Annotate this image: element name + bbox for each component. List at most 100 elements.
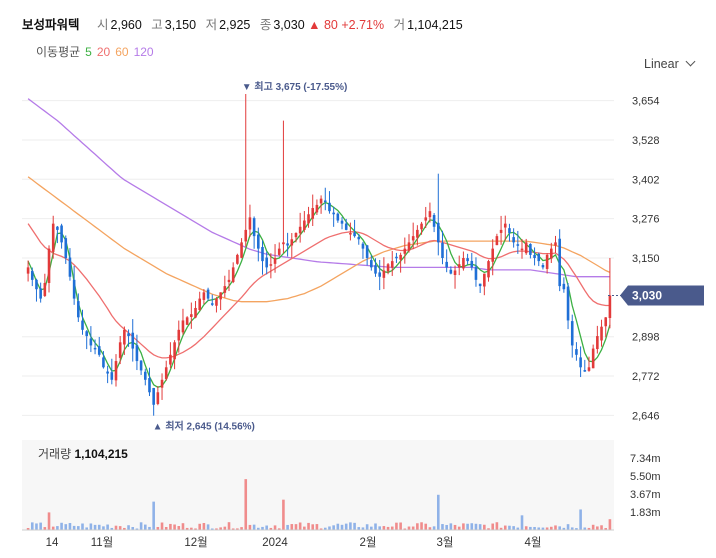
volume-bar — [47, 512, 51, 530]
candle-body — [139, 360, 143, 371]
volume-bar — [416, 523, 419, 530]
volume-bar — [143, 524, 147, 530]
volume-bar — [131, 527, 135, 530]
candle-body — [244, 229, 248, 242]
candle-body — [470, 260, 474, 268]
volume-bar — [411, 526, 415, 530]
candle-body — [403, 248, 407, 254]
candle-body — [315, 204, 319, 213]
candles — [26, 94, 612, 416]
volume-bar — [185, 527, 189, 530]
candle-body — [240, 242, 243, 258]
volume-bar — [550, 526, 553, 530]
volume-bar — [508, 525, 511, 530]
volume-bar — [395, 522, 398, 530]
candle-body — [269, 264, 273, 266]
y-tick-label: 2,898 — [632, 332, 660, 344]
candle-body — [64, 238, 68, 258]
candle-body — [491, 248, 495, 262]
volume-bar — [554, 525, 557, 530]
candle-body — [508, 228, 511, 234]
candle-body — [143, 371, 147, 380]
ma5-line — [27, 201, 611, 389]
volume-bar — [294, 524, 298, 530]
low-label: 저 — [205, 18, 218, 32]
candle-body — [503, 223, 507, 228]
volume-bar — [252, 524, 256, 530]
volume-bar — [374, 523, 377, 530]
volume-bar — [566, 524, 570, 530]
volume-bar — [596, 526, 599, 530]
volume-bar — [123, 527, 126, 530]
candle-body — [516, 244, 520, 246]
candle-body — [449, 269, 453, 274]
candle-body — [290, 239, 294, 246]
volume-bar — [608, 519, 612, 530]
high-label: 고 — [151, 18, 163, 32]
volume-bar — [215, 528, 218, 530]
candle-body — [512, 237, 515, 243]
volume-bar — [420, 522, 423, 530]
volume-bar — [382, 526, 386, 530]
y-tick-label: 3,402 — [632, 174, 660, 186]
volume-bar — [26, 528, 30, 530]
candle-body — [277, 248, 281, 255]
volume-bar — [579, 509, 582, 530]
candle-body — [323, 200, 327, 202]
volume-bar — [336, 523, 340, 530]
candle-body — [319, 198, 323, 204]
ma-legend-label: 이동평균 — [36, 45, 81, 59]
close-label: 종 — [259, 18, 272, 32]
candle-body — [600, 326, 603, 341]
volume-bar — [600, 525, 603, 530]
volume-bar — [349, 522, 352, 530]
volume-bar — [407, 526, 411, 530]
volume-bar — [286, 524, 289, 530]
ma-legend-60: 60 — [115, 45, 129, 59]
candle-body — [185, 317, 189, 325]
close-value: 3,030 — [273, 18, 305, 32]
volume-bar — [478, 524, 482, 530]
volume-bar — [453, 524, 457, 530]
candle-body — [550, 248, 553, 259]
candle-body — [206, 289, 210, 299]
volume-bar — [340, 524, 344, 530]
candle-body — [72, 279, 76, 299]
candle-body — [127, 333, 130, 337]
candle-body — [26, 267, 30, 274]
candle-body — [483, 273, 486, 287]
y-tick-label: 3,528 — [632, 135, 660, 147]
volume-bar — [85, 527, 88, 530]
candle-body — [524, 242, 528, 254]
candle-body — [81, 320, 84, 330]
volume-panel-bg — [22, 440, 614, 530]
volume-panel-value: 1,104,215 — [74, 447, 128, 461]
candle-body — [110, 372, 114, 380]
volume-bar — [303, 526, 306, 530]
volume-bar — [604, 528, 608, 530]
volume-bar — [152, 501, 155, 530]
candle-body — [102, 357, 105, 368]
candle-body — [365, 245, 369, 258]
volume-bar — [97, 524, 101, 530]
candle-body — [428, 211, 432, 218]
x-tick-label: 2024 — [262, 537, 288, 549]
ma-legend: 이동평균 5 20 60 120 — [36, 43, 159, 60]
candle-body — [332, 212, 335, 215]
volume-bar — [558, 526, 561, 530]
min-annotation: ▲ 최저 2,645 (14.56%) — [153, 420, 255, 433]
candle-body — [194, 307, 197, 318]
scale-selector[interactable]: Linear — [644, 56, 696, 71]
volume-bar — [466, 523, 469, 530]
candle-body — [445, 261, 448, 268]
volume-bar — [160, 522, 164, 530]
volume-bar — [35, 523, 38, 530]
candle-body — [432, 215, 436, 227]
volume-bar — [257, 527, 260, 530]
candle-body — [298, 226, 302, 234]
candle-body — [77, 301, 80, 318]
candle-body — [441, 242, 444, 258]
candle-body — [219, 292, 222, 300]
candle-body — [466, 258, 469, 262]
